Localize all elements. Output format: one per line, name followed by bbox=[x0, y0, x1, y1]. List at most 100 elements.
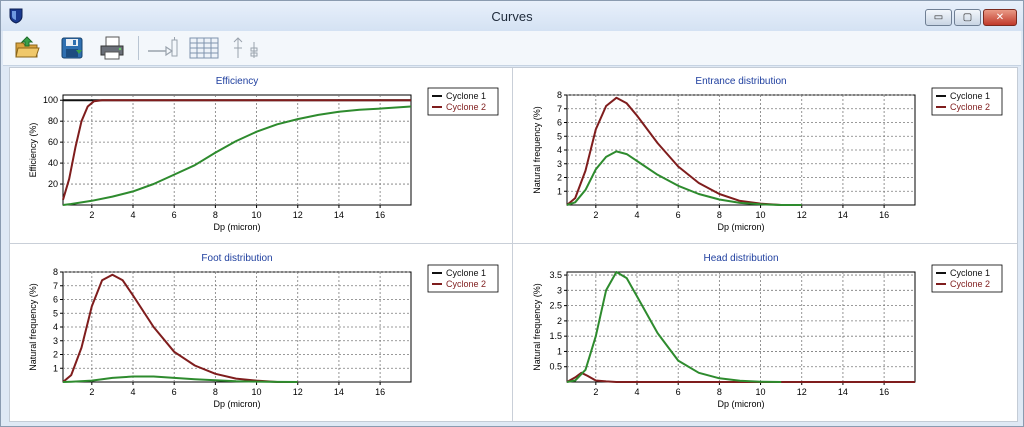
window-title: Curves bbox=[491, 9, 533, 24]
series-line-green bbox=[62, 375, 298, 383]
series-line-green bbox=[62, 105, 412, 206]
plot-area bbox=[62, 94, 412, 206]
legend-label: Cyclone 2 bbox=[950, 279, 990, 289]
chart-svg: Head distribution 2 4 6 8 10 12 14 16 0.5 1 1.5 2 2.5… bbox=[532, 253, 1003, 409]
plot-area bbox=[566, 271, 916, 383]
x-tick-label: 16 bbox=[879, 387, 889, 397]
title-bar[interactable]: Curves ▭ ▢ ✕ bbox=[1, 1, 1023, 31]
x-tick-label: 2 bbox=[593, 210, 598, 220]
x-tick-label: 4 bbox=[635, 210, 640, 220]
close-button[interactable]: ✕ bbox=[983, 9, 1017, 26]
y-tick-label: 5 bbox=[557, 131, 562, 141]
y-tick-label: 0.5 bbox=[549, 362, 562, 372]
maximize-icon: ▢ bbox=[962, 12, 973, 23]
series-line-green bbox=[566, 271, 782, 383]
x-axis-label: Dp (micron) bbox=[717, 222, 764, 232]
x-tick-label: 10 bbox=[756, 387, 766, 397]
y-tick-label: 4 bbox=[53, 322, 58, 332]
legend-box bbox=[931, 264, 1003, 293]
legend-label: Cyclone 2 bbox=[446, 102, 486, 112]
x-tick-label: 2 bbox=[89, 210, 94, 220]
chart-title: Foot distribution bbox=[201, 253, 272, 264]
save-icon[interactable] bbox=[58, 34, 86, 62]
shield-icon bbox=[9, 8, 23, 24]
x-tick-label: 8 bbox=[717, 387, 722, 397]
x-tick-label: 10 bbox=[252, 387, 262, 397]
series-line-cyclone-2 bbox=[566, 371, 915, 383]
minimize-icon: ▭ bbox=[933, 12, 944, 23]
table-icon[interactable] bbox=[188, 34, 220, 62]
x-tick-label: 12 bbox=[797, 210, 807, 220]
legend-label: Cyclone 1 bbox=[950, 91, 990, 101]
y-tick-label: 20 bbox=[48, 179, 58, 189]
legend-box bbox=[427, 264, 499, 293]
x-tick-label: 8 bbox=[213, 387, 218, 397]
y-axis-label: Efficiency (%) bbox=[28, 123, 38, 178]
y-tick-label: 4 bbox=[557, 145, 562, 155]
y-tick-label: 1.5 bbox=[549, 331, 562, 341]
arrow-tool-icon[interactable] bbox=[146, 34, 180, 62]
y-tick-label: 2.5 bbox=[549, 301, 562, 311]
x-tick-label: 6 bbox=[676, 387, 681, 397]
pane-divider-horizontal[interactable] bbox=[10, 243, 1017, 244]
y-tick-label: 2 bbox=[557, 316, 562, 326]
minimize-button[interactable]: ▭ bbox=[925, 9, 952, 26]
x-tick-label: 8 bbox=[213, 210, 218, 220]
chart-title: Head distribution bbox=[703, 253, 778, 264]
chart-foot-distribution: Foot distribution 2 4 6 8 10 12 14 16 1 2 3 4 5 6 7 8 Dp … bbox=[10, 245, 512, 420]
y-tick-label: 1 bbox=[557, 186, 562, 196]
y-tick-label: 2 bbox=[557, 173, 562, 183]
series-line-cyclone-2 bbox=[62, 273, 298, 383]
legend-box bbox=[427, 87, 499, 116]
x-tick-label: 6 bbox=[172, 210, 177, 220]
open-folder-icon[interactable] bbox=[13, 34, 41, 62]
x-tick-label: 10 bbox=[252, 210, 262, 220]
y-tick-label: 60 bbox=[48, 137, 58, 147]
tree-icon[interactable] bbox=[228, 34, 268, 62]
x-tick-label: 12 bbox=[293, 387, 303, 397]
toolbar-separator bbox=[138, 36, 139, 60]
y-axis-label: Natural frequency (%) bbox=[28, 283, 38, 371]
x-axis-label: Dp (micron) bbox=[213, 399, 260, 409]
x-tick-label: 14 bbox=[838, 387, 848, 397]
pane-divider-vertical[interactable] bbox=[512, 68, 513, 421]
series-line-cyclone-2 bbox=[62, 99, 411, 201]
x-tick-label: 6 bbox=[676, 210, 681, 220]
x-axis-label: Dp (micron) bbox=[717, 399, 764, 409]
x-tick-label: 12 bbox=[293, 210, 303, 220]
y-tick-label: 7 bbox=[557, 104, 562, 114]
y-tick-label: 8 bbox=[53, 267, 58, 277]
y-tick-label: 2 bbox=[53, 350, 58, 360]
x-tick-label: 4 bbox=[131, 387, 136, 397]
series-line-cyclone-2 bbox=[566, 96, 802, 206]
legend-label: Cyclone 1 bbox=[446, 91, 486, 101]
x-tick-label: 6 bbox=[172, 387, 177, 397]
x-tick-label: 2 bbox=[593, 387, 598, 397]
x-tick-label: 12 bbox=[797, 387, 807, 397]
y-tick-label: 1 bbox=[557, 346, 562, 356]
y-tick-label: 1 bbox=[53, 363, 58, 373]
chart-title: Efficiency bbox=[216, 76, 259, 87]
x-tick-label: 14 bbox=[334, 210, 344, 220]
y-tick-label: 8 bbox=[557, 90, 562, 100]
chart-entrance-distribution: Entrance distribution 2 4 6 8 10 12 14 16 1 2 3 4 5 6 7… bbox=[514, 68, 1016, 243]
x-tick-label: 4 bbox=[635, 387, 640, 397]
y-tick-label: 6 bbox=[557, 118, 562, 128]
legend-label: Cyclone 1 bbox=[446, 268, 486, 278]
chart-svg: Efficiency 2 4 6 8 10 12 14 16 20 40 60 80 100 Dp (mic… bbox=[28, 76, 499, 232]
y-tick-label: 40 bbox=[48, 158, 58, 168]
y-tick-label: 6 bbox=[53, 295, 58, 305]
chart-panes: Efficiency 2 4 6 8 10 12 14 16 20 40 60 80 100 Dp (mic… bbox=[9, 67, 1018, 422]
y-tick-label: 5 bbox=[53, 308, 58, 318]
y-axis-label: Natural frequency (%) bbox=[532, 106, 542, 194]
x-tick-label: 14 bbox=[838, 210, 848, 220]
series-line-green bbox=[566, 150, 802, 206]
print-icon[interactable] bbox=[98, 34, 126, 62]
maximize-button[interactable]: ▢ bbox=[954, 9, 981, 26]
legend-label: Cyclone 2 bbox=[446, 279, 486, 289]
x-tick-label: 8 bbox=[717, 210, 722, 220]
x-tick-label: 2 bbox=[89, 387, 94, 397]
